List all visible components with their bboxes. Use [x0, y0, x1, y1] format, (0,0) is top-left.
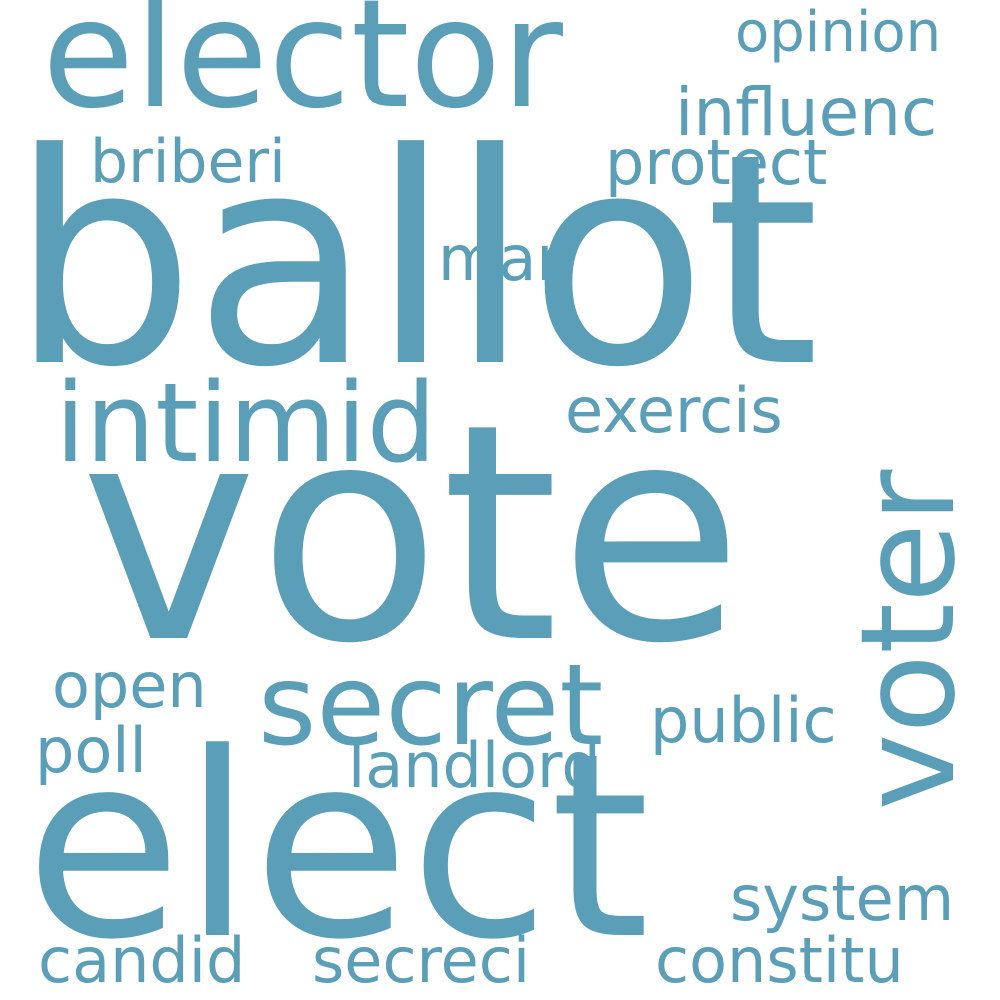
- word-opinion: opinion: [735, 0, 942, 65]
- word-system: system: [730, 862, 955, 935]
- word-voter: voter: [832, 469, 984, 811]
- word-briberi: briberi: [90, 127, 286, 197]
- word-vote: vote: [80, 360, 744, 709]
- word-elector: elector: [42, 0, 563, 142]
- word-public: public: [650, 684, 837, 757]
- word-constitu: constitu: [655, 924, 904, 997]
- word-exercis: exercis: [565, 374, 783, 447]
- word-secret: secret: [258, 641, 604, 771]
- word-landlord: landlord: [348, 729, 601, 802]
- word-candid: candid: [38, 924, 246, 997]
- word-ballot: ballot: [10, 91, 820, 431]
- word-influenc: influenc: [675, 74, 938, 151]
- word-elect: elect: [25, 699, 650, 996]
- word-man: man: [438, 222, 576, 295]
- word-poll: poll: [35, 714, 147, 787]
- word-protect: protect: [605, 126, 828, 199]
- word-secreci: secreci: [312, 924, 531, 997]
- word-intimid: intimid: [55, 359, 437, 487]
- word-open: open: [52, 649, 207, 722]
